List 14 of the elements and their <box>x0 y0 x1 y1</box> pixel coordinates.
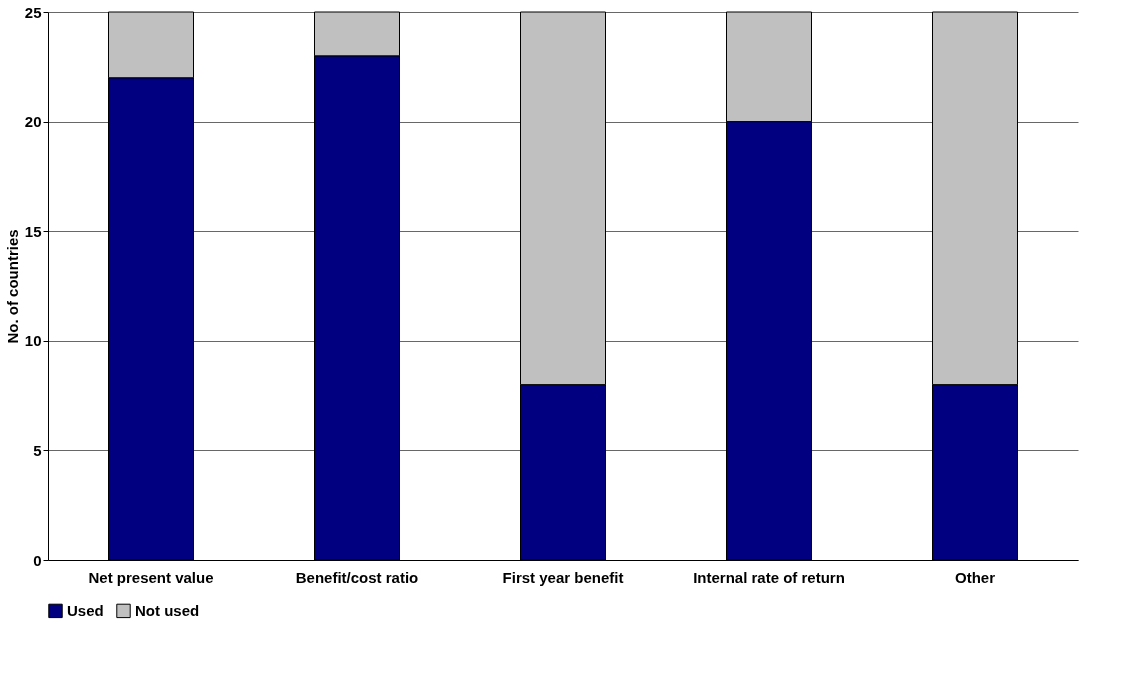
y-tick-label: 25 <box>24 3 42 21</box>
y-tick-label: 20 <box>24 113 42 131</box>
legend-label: Not used <box>135 601 200 619</box>
x-tick-label: Other <box>954 568 996 586</box>
x-tick-label: First year benefit <box>502 568 624 586</box>
x-tick-label: Benefit/cost ratio <box>295 568 419 586</box>
legend-label: Used <box>67 601 104 619</box>
y-tick-label: 5 <box>33 441 42 459</box>
x-tick-label: Net present value <box>88 568 214 586</box>
y-axis-title: No. of countries <box>3 229 21 344</box>
y-tick-label: 0 <box>33 551 42 569</box>
y-tick-label: 15 <box>24 222 42 240</box>
x-tick-label: Internal rate of return <box>693 568 845 586</box>
y-tick-label: 10 <box>24 332 42 350</box>
